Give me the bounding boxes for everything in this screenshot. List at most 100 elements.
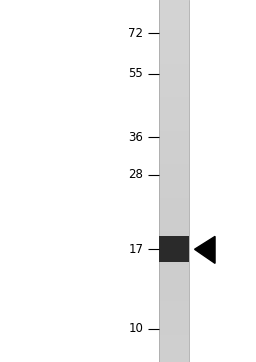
Polygon shape: [195, 236, 215, 264]
Text: 55: 55: [129, 67, 143, 80]
Bar: [159, 201, 189, 204]
Bar: [159, 341, 189, 344]
Bar: [159, 152, 189, 155]
Bar: [159, 338, 189, 341]
Bar: [159, 186, 189, 189]
Bar: [159, 236, 189, 262]
Bar: [159, 58, 189, 61]
Bar: [159, 119, 189, 122]
Bar: [159, 344, 189, 347]
Bar: [159, 21, 189, 24]
Bar: [159, 265, 189, 268]
Bar: [159, 91, 189, 94]
Text: TT: TT: [165, 0, 184, 3]
Bar: [159, 88, 189, 91]
Bar: [159, 210, 189, 213]
Bar: [159, 85, 189, 88]
Bar: [159, 24, 189, 28]
Bar: [159, 262, 189, 265]
Bar: [159, 271, 189, 274]
Text: 17: 17: [128, 243, 143, 256]
Bar: [159, 164, 189, 167]
Bar: [159, 225, 189, 228]
Bar: [159, 304, 189, 307]
Bar: [159, 3, 189, 6]
Bar: [159, 283, 189, 286]
Bar: [159, 100, 189, 104]
Bar: [159, 9, 189, 12]
Bar: [159, 310, 189, 313]
Bar: [159, 189, 189, 191]
Bar: [159, 289, 189, 292]
Bar: [159, 125, 189, 128]
Bar: [159, 167, 189, 171]
Bar: [159, 219, 189, 222]
Bar: [159, 249, 189, 252]
Bar: [159, 110, 189, 113]
Bar: [159, 307, 189, 310]
Bar: [159, 325, 189, 329]
Bar: [159, 30, 189, 33]
Bar: [159, 313, 189, 316]
Bar: [159, 134, 189, 137]
Bar: [159, 286, 189, 289]
Bar: [159, 122, 189, 125]
Bar: [159, 137, 189, 140]
Bar: [159, 171, 189, 173]
Bar: [159, 268, 189, 271]
Bar: [159, 104, 189, 106]
Bar: [159, 295, 189, 298]
Bar: [159, 274, 189, 277]
Bar: [159, 67, 189, 70]
Bar: [159, 18, 189, 21]
Bar: [159, 143, 189, 146]
Bar: [159, 70, 189, 73]
Bar: [159, 43, 189, 46]
Bar: [159, 140, 189, 143]
Bar: [159, 149, 189, 152]
Bar: [159, 158, 189, 161]
Bar: [159, 182, 189, 186]
Bar: [159, 222, 189, 225]
Bar: [159, 258, 189, 262]
Text: 36: 36: [129, 131, 143, 144]
Text: 72: 72: [128, 27, 143, 40]
Bar: [159, 176, 189, 180]
Bar: [159, 33, 189, 37]
Bar: [159, 155, 189, 158]
Bar: [159, 198, 189, 201]
Bar: [159, 332, 189, 334]
Bar: [159, 82, 189, 85]
Bar: [159, 79, 189, 82]
Bar: [159, 49, 189, 52]
Bar: [159, 46, 189, 49]
Bar: [159, 131, 189, 134]
Bar: [159, 12, 189, 15]
Bar: [159, 240, 189, 243]
Bar: [159, 347, 189, 350]
Bar: [159, 128, 189, 131]
Bar: [159, 234, 189, 237]
Bar: [159, 55, 189, 58]
Text: 28: 28: [129, 168, 143, 181]
Bar: [159, 39, 189, 43]
Bar: [159, 247, 189, 249]
Bar: [159, 37, 189, 39]
Bar: [159, 231, 189, 234]
Bar: [159, 237, 189, 240]
Text: 10: 10: [129, 322, 143, 335]
Bar: [159, 106, 189, 110]
Bar: [159, 359, 189, 362]
Bar: [159, 301, 189, 304]
Bar: [159, 356, 189, 359]
Bar: [159, 113, 189, 115]
Bar: [159, 191, 189, 195]
Bar: [159, 277, 189, 280]
Bar: [159, 323, 189, 325]
Bar: [159, 15, 189, 18]
Bar: [159, 76, 189, 79]
Bar: [159, 180, 189, 182]
Bar: [159, 256, 189, 258]
Bar: [159, 243, 189, 247]
Bar: [159, 6, 189, 9]
